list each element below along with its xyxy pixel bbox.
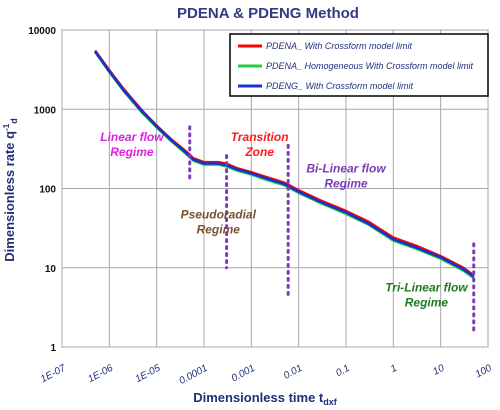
chart-title: PDENA & PDENG Method — [177, 5, 359, 22]
y-tick-label: 1 — [50, 343, 56, 354]
x-tick-label: 0.0001 — [177, 363, 209, 387]
legend-label-pdena: PDENA_ With Crossform model limit — [266, 41, 412, 51]
regime-annotation: Tri-Linear flow Regime — [385, 281, 468, 310]
y-axis-label-main: Dimensionless rate q — [2, 131, 17, 262]
legend: PDENA_ With Crossform model limit PDENA_… — [229, 33, 489, 97]
x-axis-label-sub: dxf — [323, 397, 338, 407]
y-tick-label: 10 — [45, 264, 57, 275]
legend-label-pdeng: PDENG_ With Crossform model limit — [266, 81, 413, 91]
x-axis-label-main: Dimensionless time t — [193, 390, 324, 405]
legend-box — [229, 33, 489, 97]
y-tick-label: 100 — [39, 185, 56, 196]
x-tick-label: 10 — [431, 363, 446, 378]
x-tick-label: 1E-06 — [86, 363, 115, 385]
regime-markers — [188, 125, 476, 335]
y-axis-label-sub: d — [9, 118, 19, 124]
x-tick-label: 0.1 — [334, 363, 351, 379]
regime-annotation: Linear flow Regime — [100, 130, 164, 159]
regime-annotation: Pseudoradial Regime — [181, 207, 257, 236]
x-tick-label: 1 — [389, 363, 399, 375]
annotations: Linear flow Regime Transition Zone Pseudorad… — [100, 130, 468, 310]
x-tick-label: 0.01 — [282, 363, 304, 382]
x-tick-label: 0.001 — [230, 363, 257, 384]
y-tick-label: 10000 — [28, 26, 56, 37]
x-tick-labels: 1E-07 1E-06 1E-05 0.0001 0.001 0.01 0.1 1 10 100 — [39, 363, 494, 387]
regime-annotation: Bi-Linear flow Regime — [306, 161, 386, 190]
regime-annotation: Transition Zone — [231, 130, 289, 159]
x-tick-label: 100 — [474, 363, 494, 381]
y-axis-label: Dimensionless rate q-1d — [2, 118, 19, 261]
y-axis-label-sup: -1 — [2, 123, 11, 131]
y-tick-label: 1000 — [34, 105, 57, 116]
legend-label-pdena-homogeneous: PDENA_ Homogeneous With Crossform model … — [266, 61, 473, 71]
x-tick-label: 1E-07 — [39, 363, 68, 385]
y-tick-labels: 1 10 100 1000 10000 — [28, 26, 56, 354]
x-axis-label: Dimensionless time tdxf — [193, 390, 338, 407]
series-line-3 — [94, 50, 475, 278]
x-tick-label: 1E-05 — [134, 363, 163, 385]
series-group — [94, 49, 475, 280]
